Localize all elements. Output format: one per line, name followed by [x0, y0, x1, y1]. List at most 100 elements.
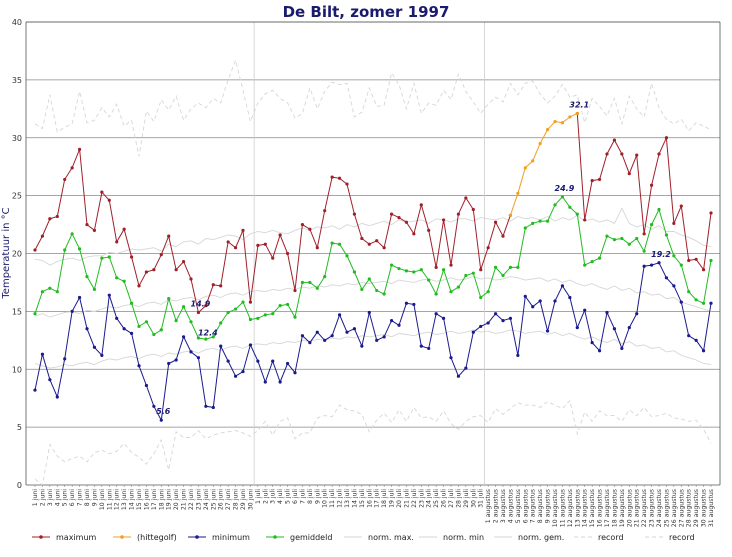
legend-label: minimum — [212, 533, 250, 542]
data-point — [434, 292, 438, 296]
x-tick-label: 7 juli — [299, 489, 306, 504]
data-point — [271, 312, 275, 316]
y-tick-label: 10 — [12, 365, 22, 374]
data-point — [70, 232, 74, 236]
data-point — [471, 207, 475, 212]
data-point — [620, 236, 624, 241]
x-tick-label: 25 juli — [433, 489, 440, 508]
data-point — [129, 301, 134, 305]
x-tick-label: 18 juni — [158, 489, 165, 510]
data-point — [330, 175, 334, 179]
legend-entry: (hittegolf) — [113, 533, 177, 542]
data-point — [545, 128, 550, 132]
data-point — [367, 277, 371, 281]
data-point — [679, 300, 683, 304]
data-point — [620, 346, 624, 351]
data-point — [308, 280, 312, 285]
data-point — [709, 258, 713, 263]
data-point — [590, 341, 594, 345]
x-tick-label: 14 juni — [129, 489, 136, 510]
series-minimum — [33, 261, 713, 422]
data-point — [256, 243, 260, 247]
data-label: 19.2 — [651, 250, 671, 259]
data-point — [664, 276, 669, 280]
data-point — [404, 269, 409, 273]
data-point — [152, 268, 156, 272]
data-point — [92, 228, 97, 232]
data-point — [441, 268, 446, 272]
data-point — [241, 228, 245, 232]
data-point — [389, 263, 394, 267]
data-point — [315, 286, 319, 290]
data-point — [300, 334, 305, 338]
series-line — [509, 112, 578, 216]
data-point — [248, 317, 253, 322]
grid — [26, 21, 720, 486]
x-tick-label: 18 augustus — [611, 489, 618, 527]
legend-entry: norm. gem. — [494, 533, 564, 542]
x-tick-label: 29 juli — [463, 489, 470, 508]
x-tick-label: 21 juli — [403, 489, 410, 508]
data-point — [687, 290, 691, 294]
legend-label: (hittegolf) — [137, 533, 177, 542]
legend-entry: record — [645, 533, 695, 542]
x-tick-label: 9 augustus — [545, 489, 552, 523]
data-point — [204, 337, 208, 341]
x-tick-label: 25 juni — [210, 489, 217, 510]
data-point — [679, 204, 683, 208]
data-point — [479, 268, 483, 272]
data-point — [107, 255, 111, 259]
series-normmin — [34, 329, 712, 369]
data-point — [323, 338, 327, 342]
data-point — [219, 321, 223, 325]
data-point — [397, 323, 401, 327]
data-point — [389, 212, 394, 216]
data-point — [63, 248, 67, 252]
legend-label: norm. min — [443, 533, 484, 542]
data-point — [107, 293, 111, 297]
data-point — [464, 196, 468, 200]
data-point — [144, 270, 149, 274]
x-tick-label: 19 juni — [166, 489, 173, 510]
x-tick-label: 15 juni — [136, 489, 143, 510]
legend-marker — [120, 535, 124, 539]
x-tick-label: 19 juli — [389, 489, 396, 508]
x-tick-label: 16 juni — [143, 489, 150, 510]
data-point — [419, 344, 423, 348]
data-point — [568, 295, 572, 300]
data-point — [479, 324, 483, 329]
data-point — [545, 329, 550, 333]
data-point — [122, 327, 126, 331]
data-point — [352, 270, 357, 274]
data-point — [427, 228, 431, 232]
data-point — [627, 172, 631, 176]
data-point — [174, 268, 178, 272]
x-tick-label: 25 augustus — [663, 489, 670, 527]
legend-entry: norm. min — [419, 533, 484, 542]
legend-entry: maximum — [32, 533, 97, 542]
x-tick-label: 27 juli — [448, 489, 455, 508]
data-point — [694, 298, 698, 302]
data-point — [538, 219, 542, 223]
data-point — [597, 349, 602, 353]
data-point — [441, 218, 446, 222]
x-tick-label: 2 juni — [39, 489, 46, 506]
x-tick-label: 13 augustus — [574, 489, 581, 527]
data-label: 14.9 — [191, 300, 211, 309]
data-point — [605, 152, 609, 156]
data-point — [196, 356, 201, 360]
data-point — [531, 159, 535, 163]
data-point — [278, 233, 282, 237]
data-point — [233, 374, 238, 378]
data-point — [129, 255, 134, 259]
data-point — [181, 305, 186, 309]
data-point — [271, 256, 275, 260]
data-point — [100, 190, 104, 194]
data-point — [486, 321, 490, 325]
data-point — [360, 236, 364, 241]
data-point — [263, 242, 267, 246]
data-point — [701, 349, 706, 353]
data-point — [115, 240, 119, 244]
data-point — [278, 303, 282, 308]
data-point — [583, 218, 587, 222]
